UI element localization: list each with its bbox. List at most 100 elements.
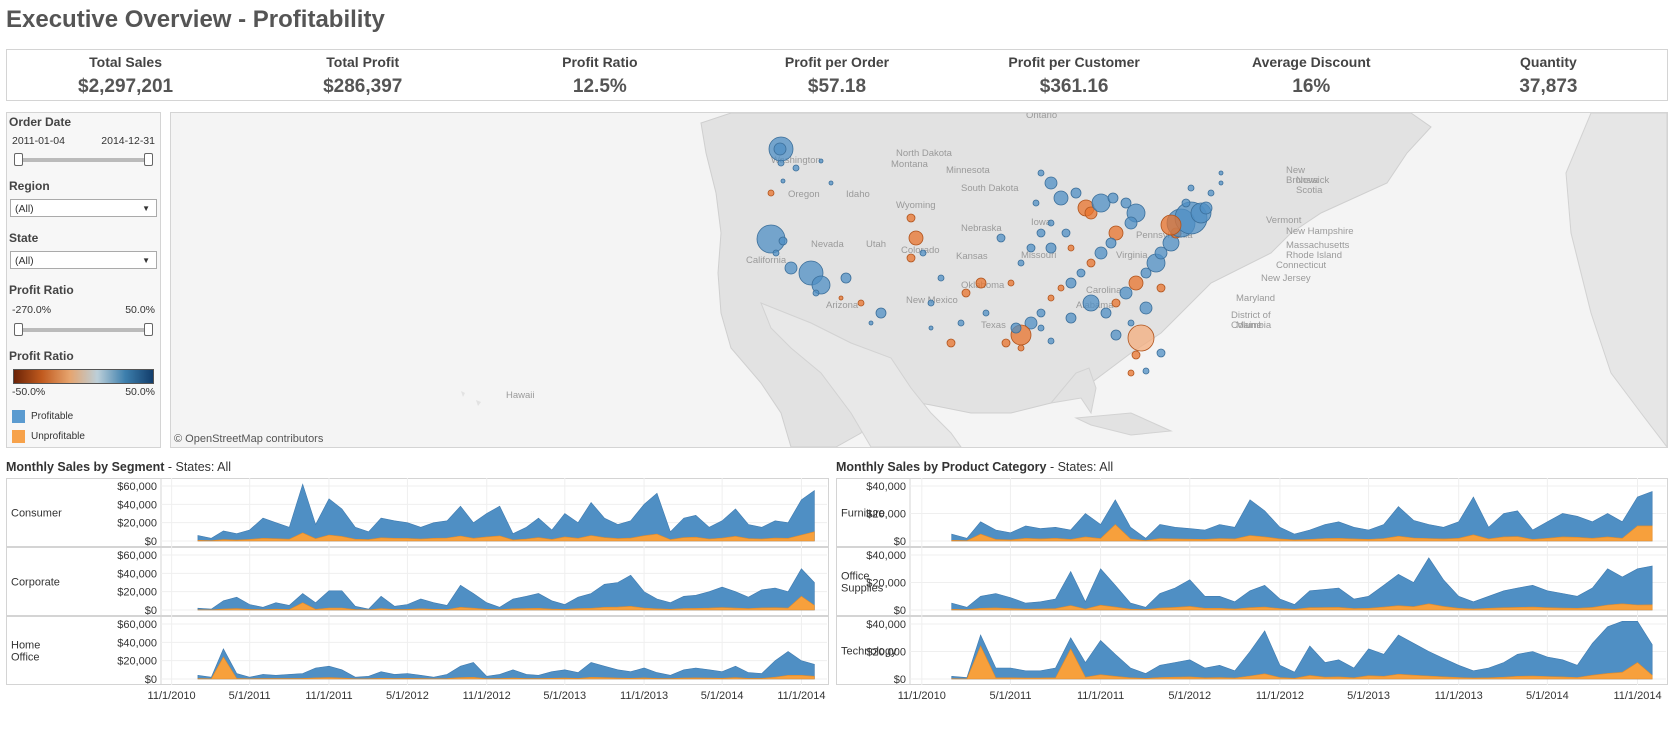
panel-home-office[interactable]: Home Office $60,000 $40,000 $20,000 $0 xyxy=(6,616,829,686)
map-bubble[interactable] xyxy=(937,274,945,282)
map-bubble[interactable] xyxy=(792,164,800,172)
map-bubble[interactable] xyxy=(772,249,780,257)
map-bubble[interactable] xyxy=(838,295,844,301)
map-bubble[interactable] xyxy=(784,261,798,275)
map-bubble[interactable] xyxy=(1067,244,1075,252)
panel-corporate[interactable]: Corporate $60,000 $40,000 $20,000 $0 xyxy=(6,547,829,617)
map-bubble[interactable] xyxy=(1082,294,1100,312)
map-bubble[interactable] xyxy=(1207,189,1215,197)
map-bubble[interactable] xyxy=(1057,284,1065,292)
map-bubble[interactable] xyxy=(975,277,987,289)
map-bubble[interactable] xyxy=(1017,344,1025,352)
map-bubble[interactable] xyxy=(1047,294,1055,302)
panel-consumer[interactable]: Consumer $60,000 $40,000 $20,000 $0 xyxy=(6,478,829,548)
map-bubble[interactable] xyxy=(1160,214,1182,236)
map-bubble[interactable] xyxy=(1142,367,1150,375)
profit-area[interactable] xyxy=(197,531,815,542)
map-bubble[interactable] xyxy=(1045,242,1057,254)
sales-area[interactable] xyxy=(197,483,815,542)
map-bubble[interactable] xyxy=(1107,192,1119,204)
map-bubble[interactable] xyxy=(1154,246,1168,260)
map-bubble[interactable] xyxy=(1076,268,1086,278)
map-bubble[interactable] xyxy=(1127,369,1135,377)
map-bubble[interactable] xyxy=(1065,277,1077,289)
profit-area[interactable] xyxy=(197,595,815,611)
map-bubble[interactable] xyxy=(928,325,934,331)
map-bubble[interactable] xyxy=(1105,237,1117,249)
map-bubble[interactable] xyxy=(908,230,924,246)
map-bubble[interactable] xyxy=(1024,316,1038,330)
map-bubble[interactable] xyxy=(818,158,824,164)
map-bubbles[interactable] xyxy=(756,136,1224,377)
map-bubble[interactable] xyxy=(1108,225,1124,241)
map-bubble[interactable] xyxy=(1124,216,1138,230)
map-bubble[interactable] xyxy=(1061,228,1071,238)
map-bubble[interactable] xyxy=(1026,243,1036,253)
map-bubble[interactable] xyxy=(1091,193,1111,213)
map-bubble[interactable] xyxy=(1037,324,1045,332)
map-bubble[interactable] xyxy=(1218,170,1224,176)
profit-area[interactable] xyxy=(197,656,815,680)
map-bubble[interactable] xyxy=(1120,197,1132,209)
map-bubble[interactable] xyxy=(1086,258,1096,268)
map-bubble[interactable] xyxy=(906,213,916,223)
map-bubble[interactable] xyxy=(1037,169,1045,177)
map-bubble[interactable] xyxy=(1128,275,1144,291)
map-bubble[interactable] xyxy=(1131,350,1141,360)
map-bubble[interactable] xyxy=(1044,176,1058,190)
profit-area[interactable] xyxy=(951,524,1653,542)
map-bubble[interactable] xyxy=(906,253,916,263)
map-bubble[interactable] xyxy=(767,189,775,197)
slider-handle-right[interactable] xyxy=(144,323,153,336)
state-select[interactable]: (All) ▼ xyxy=(10,251,157,269)
profit-ratio-slider[interactable] xyxy=(14,323,153,336)
map-bubble[interactable] xyxy=(778,236,788,246)
map-bubble[interactable] xyxy=(1156,283,1166,293)
map-bubble[interactable] xyxy=(840,272,852,284)
map-bubble[interactable] xyxy=(919,249,927,257)
map-bubble[interactable] xyxy=(1119,286,1133,300)
map-bubble[interactable] xyxy=(1047,337,1055,345)
map-bubble[interactable] xyxy=(927,299,935,307)
map-bubble[interactable] xyxy=(812,289,820,297)
slider-handle-left[interactable] xyxy=(14,153,23,166)
map-bubble[interactable] xyxy=(780,178,786,184)
map-bubble[interactable] xyxy=(1127,319,1135,327)
map-bubble[interactable] xyxy=(1010,322,1022,334)
map-bubble[interactable] xyxy=(1199,201,1213,215)
map-bubble[interactable] xyxy=(1036,228,1046,238)
map-bubble[interactable] xyxy=(1140,267,1152,279)
map-bubble[interactable] xyxy=(1110,329,1122,341)
segment-area-charts[interactable]: Consumer$60,000$40,000$20,000$0Corporate… xyxy=(6,478,829,720)
map-bubble[interactable] xyxy=(1065,312,1077,324)
sales-area[interactable] xyxy=(197,648,815,680)
map-bubble[interactable] xyxy=(875,307,887,319)
profit-map[interactable]: Ontario North Dakota Montana Washington Minn… xyxy=(170,112,1668,448)
sales-area[interactable] xyxy=(951,621,1653,680)
map-bubble[interactable] xyxy=(1053,190,1069,206)
map-bubble[interactable] xyxy=(1047,219,1055,227)
map-bubble[interactable] xyxy=(961,288,971,298)
sales-area[interactable] xyxy=(951,491,1653,542)
region-select[interactable]: (All) ▼ xyxy=(10,199,157,217)
slider-handle-right[interactable] xyxy=(144,153,153,166)
sales-area[interactable] xyxy=(951,557,1653,611)
panel-office-supplies[interactable]: Office Supplies $40,000 $20,000 $0 xyxy=(836,547,1668,617)
map-bubble[interactable] xyxy=(1094,246,1108,260)
map-bubble[interactable] xyxy=(773,142,787,156)
panel-furniture[interactable]: Furniture $40,000 $20,000 $0 xyxy=(836,478,1668,548)
map-bubble[interactable] xyxy=(1100,307,1112,319)
map-bubble[interactable] xyxy=(777,159,785,167)
map-bubble[interactable] xyxy=(1032,199,1040,207)
map-bubble[interactable] xyxy=(1007,279,1015,287)
profit-area[interactable] xyxy=(951,645,1653,680)
map-bubble[interactable] xyxy=(1017,259,1025,267)
legend-unprofitable[interactable]: Unprofitable xyxy=(12,430,85,443)
map-bubble[interactable] xyxy=(982,309,990,317)
map-bubble[interactable] xyxy=(1181,198,1191,208)
map-bubble[interactable] xyxy=(1084,206,1098,220)
map-bubble[interactable] xyxy=(857,299,865,307)
map-bubble[interactable] xyxy=(1139,301,1153,315)
